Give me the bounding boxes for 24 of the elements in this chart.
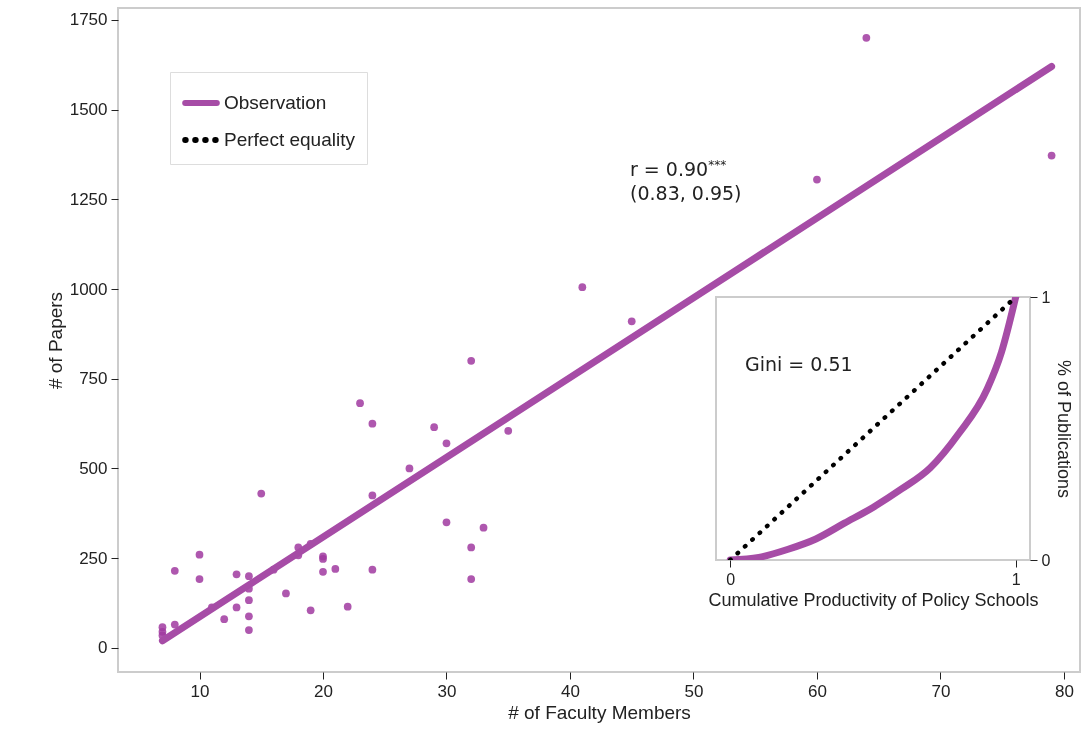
x-axis-title: Cumulative Productivity of Policy Schools [708, 589, 1039, 610]
x-tick-label: 20 [314, 681, 333, 701]
x-tick-label: 80 [1054, 681, 1074, 701]
y-tick-label: 1250 [69, 189, 108, 209]
x-tick-label: 50 [684, 681, 704, 701]
x-tick-label: 30 [437, 681, 457, 701]
x-tick-label: 40 [561, 681, 580, 701]
y-axis-title: # of Papers [44, 291, 66, 390]
x-tick-label: 10 [190, 681, 210, 701]
y-tick-label: 1750 [69, 10, 108, 30]
y-tick-label: 750 [79, 369, 108, 389]
y-tick-label: 1500 [69, 100, 108, 120]
x-tick-label: 70 [931, 681, 951, 701]
legend-label: Perfect equality [224, 129, 356, 150]
annotation-text: r = 0.90$^{***}$ (0.83, 0.95) [630, 157, 742, 206]
x-axis-title: # of Faculty Members [508, 701, 691, 723]
annotation-text: Gini = 0.51 [745, 352, 853, 376]
legend-label: Observation [224, 92, 327, 113]
y-tick-label: 500 [79, 458, 108, 478]
y-tick-label: 0 [98, 638, 108, 658]
y-tick-label: 1000 [69, 279, 108, 299]
y-tick-label: 250 [79, 548, 108, 568]
x-tick-label: 60 [808, 681, 827, 701]
y-axis-title: % of Publications [1054, 359, 1075, 499]
